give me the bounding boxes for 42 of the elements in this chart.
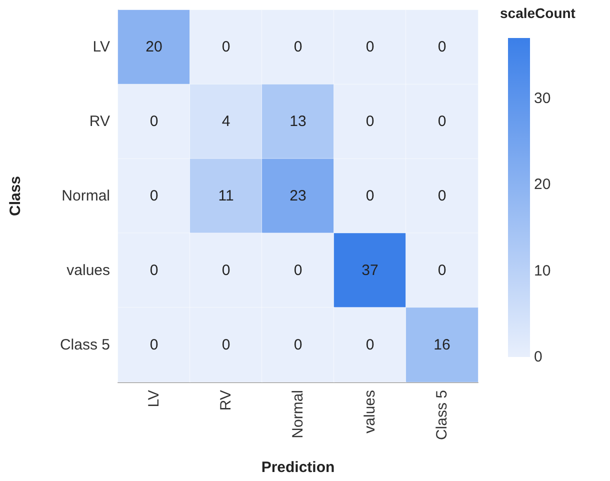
data-label: 23 — [290, 188, 306, 204]
x-axis-title: Prediction — [261, 459, 335, 476]
data-label: 20 — [146, 38, 162, 56]
data-label: 0 — [438, 262, 446, 279]
y-tick-label: Class 5 — [60, 336, 110, 354]
data-label: 0 — [222, 38, 230, 56]
color-bar-label: 30 — [534, 90, 551, 107]
data-label: 0 — [366, 113, 374, 130]
data-label: 4 — [222, 113, 230, 130]
data-label: 0 — [294, 336, 302, 354]
data-label: 0 — [366, 336, 374, 354]
x-tick-label: values — [362, 390, 378, 434]
data-label: 0 — [438, 38, 446, 56]
x-tick-label: Normal — [290, 390, 306, 438]
x-tick-label: Class 5 — [434, 390, 450, 440]
color-bar-label: 20 — [534, 176, 551, 194]
data-label: 0 — [438, 113, 446, 130]
color-bar-title: scaleCount — [500, 5, 576, 21]
data-label: 0 — [150, 113, 158, 130]
data-label: 0 — [438, 188, 446, 204]
data-label: 0 — [294, 38, 302, 56]
data-label: 0 — [366, 188, 374, 204]
data-label: 0 — [150, 262, 158, 279]
data-label: 13 — [290, 113, 306, 130]
y-axis-title: Class — [7, 176, 24, 216]
y-tick-label: values — [66, 262, 110, 279]
data-label: 0 — [294, 262, 302, 279]
y-tick-label: LV — [92, 38, 110, 56]
data-label: 0 — [222, 262, 230, 279]
color-bar-label: 0 — [534, 348, 542, 366]
data-label: 0 — [150, 336, 158, 354]
data-label: 37 — [362, 262, 378, 279]
data-label: 0 — [366, 38, 374, 56]
x-tick-label: RV — [218, 390, 234, 411]
x-tick-label: LV — [146, 390, 162, 408]
data-label: 0 — [222, 336, 230, 354]
data-label: 11 — [218, 188, 234, 204]
data-label: 16 — [434, 336, 450, 354]
data-label: 0 — [150, 188, 158, 204]
y-tick-label: Normal — [62, 188, 110, 204]
color-bar-label: 10 — [534, 262, 551, 280]
y-tick-label: RV — [89, 113, 110, 130]
